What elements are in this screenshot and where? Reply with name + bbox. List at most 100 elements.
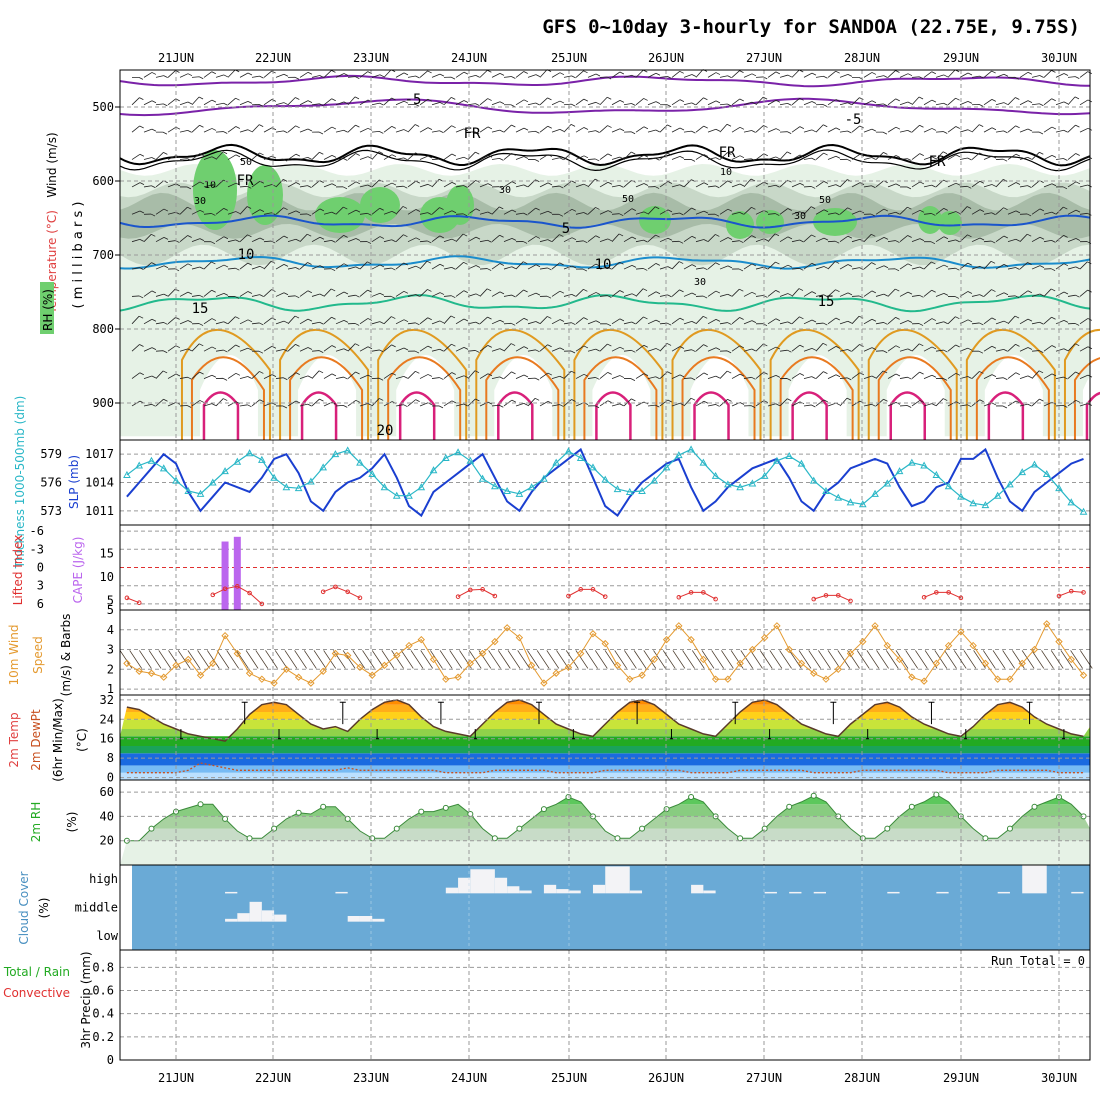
lifted-index-point	[676, 594, 682, 600]
wind-speed-point	[160, 673, 168, 681]
wind-barb	[335, 158, 348, 161]
lifted-index-tick-label: 6	[37, 597, 44, 611]
lifted-index-point	[1056, 593, 1062, 599]
wind-barb	[611, 156, 625, 160]
rh2m-point	[418, 808, 425, 815]
wind-barb	[311, 151, 324, 160]
cloud-layer-label: high	[89, 872, 118, 886]
cape-tick-label: 15	[100, 546, 114, 560]
wind-barb	[575, 288, 588, 297]
wind10m-barb	[313, 650, 327, 669]
wind-barb	[1007, 76, 1020, 80]
wind10m-barb	[478, 650, 492, 669]
wind-barb	[995, 235, 1009, 243]
date-label-top: 23JUN	[353, 51, 389, 65]
wind-barb	[1007, 125, 1020, 133]
wind-barb	[1031, 103, 1044, 107]
wind-barb	[395, 319, 409, 325]
wind10m-barb	[1021, 650, 1035, 669]
wind-barb	[479, 288, 492, 297]
thickness-point	[944, 482, 953, 490]
wind-barb	[707, 185, 720, 189]
wind-barb	[335, 206, 348, 215]
wind-barb	[923, 403, 937, 407]
wind-barb	[1043, 268, 1056, 272]
wind-barb	[155, 322, 168, 325]
wind-barb	[695, 210, 709, 215]
wind-barb	[947, 126, 961, 133]
wind-barb	[143, 100, 157, 106]
wind10m-barb	[187, 650, 201, 669]
wind-barb	[983, 374, 997, 379]
wind-barb	[503, 209, 517, 215]
thickness-point	[282, 483, 291, 491]
temp-max-whisker	[634, 701, 641, 725]
wind-barb	[719, 322, 732, 325]
wind-barb	[359, 346, 373, 352]
wind-barb	[923, 71, 937, 78]
thickness-point	[785, 452, 794, 460]
upper-rh-legend-swatch	[40, 282, 54, 334]
wind-speed-line	[126, 622, 1084, 684]
wind-barb	[155, 75, 168, 78]
precip-tick-label: 0.2	[92, 1030, 114, 1044]
wind-barb	[827, 155, 841, 160]
wind-barb	[707, 375, 721, 379]
wind-barb	[479, 211, 493, 215]
wind-speed-point	[307, 679, 315, 687]
wind-barb	[563, 103, 576, 107]
wind-speed-point	[196, 671, 205, 679]
wind-barb	[947, 267, 960, 271]
wind-barb	[971, 124, 984, 133]
wind-barb	[299, 290, 313, 297]
wind-barb	[167, 155, 181, 160]
cloud-block	[887, 891, 900, 894]
thickness-line	[126, 448, 1084, 513]
wind-barb	[755, 96, 768, 106]
wind10m-barb	[992, 650, 1006, 669]
wind-speed-point	[233, 649, 242, 658]
wind-barb	[563, 399, 576, 407]
wind10m-barb	[527, 650, 540, 669]
wind10m-barb	[139, 650, 152, 669]
wind-barb	[863, 213, 876, 217]
temp-contour-20	[279, 329, 370, 440]
wind-barb	[1055, 320, 1069, 325]
lifted-index-line	[678, 591, 716, 600]
wind-barb	[875, 350, 888, 354]
temp-contour-30	[791, 391, 828, 440]
wind-barb	[983, 155, 997, 160]
wind-barb	[335, 186, 348, 190]
wind-barb	[299, 403, 312, 407]
cloud-block	[592, 884, 606, 894]
wind-barb	[827, 317, 840, 325]
cloud-block	[470, 869, 495, 894]
contour-label: 10	[204, 180, 216, 191]
wind-barb	[311, 236, 325, 243]
wind10m-barb	[177, 650, 191, 669]
wind-speed-point	[785, 645, 793, 654]
wind-barb	[719, 350, 732, 354]
wind-barb	[899, 348, 913, 352]
rh2m-point	[1031, 803, 1038, 810]
wind-barb	[1019, 156, 1032, 160]
thickness-point	[1030, 460, 1039, 468]
wind-barb	[971, 322, 984, 326]
wind-barb	[503, 322, 516, 326]
wind-barb	[407, 209, 421, 215]
wind-barb	[707, 262, 720, 270]
wind-barb	[767, 346, 781, 352]
thickness-point	[356, 458, 364, 466]
wind-barb	[1055, 73, 1069, 78]
temp-contour-25	[681, 356, 756, 440]
wind-barb	[299, 71, 313, 78]
wind-barb	[671, 261, 684, 270]
wind-barb	[527, 321, 541, 325]
wind-barb	[659, 76, 672, 79]
wind-barb	[839, 377, 852, 381]
wind-barb	[323, 268, 336, 272]
rh2m-point	[565, 794, 572, 800]
wind-barb	[335, 73, 349, 78]
wind10m-barb	[905, 650, 919, 669]
wind-barb	[371, 321, 384, 325]
